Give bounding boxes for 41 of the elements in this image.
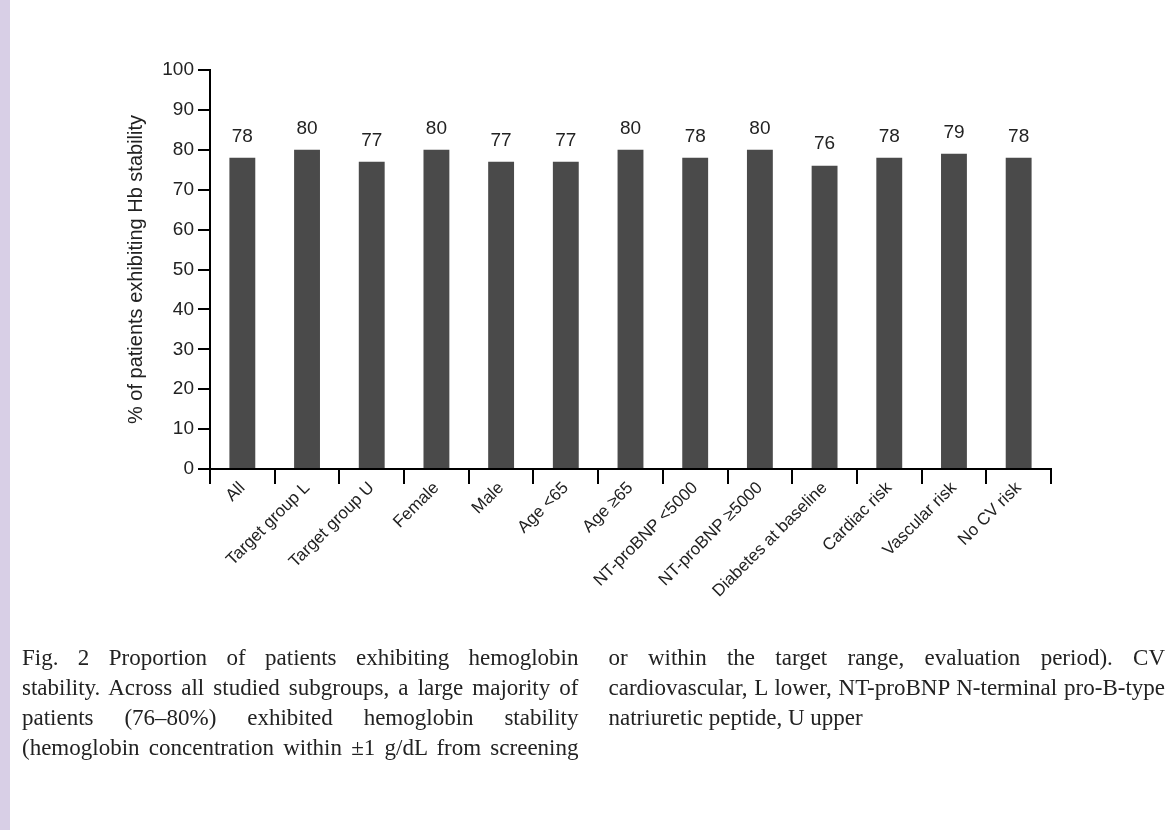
y-tick-label: 90 xyxy=(172,98,194,120)
bar xyxy=(746,149,773,468)
y-tick-label: 60 xyxy=(172,217,194,239)
data-label: 77 xyxy=(490,128,512,150)
data-label: 77 xyxy=(555,128,577,150)
bar xyxy=(682,157,709,468)
data-label: 78 xyxy=(231,124,253,146)
data-label: 80 xyxy=(296,116,318,138)
bar xyxy=(423,149,450,468)
y-tick-label: 20 xyxy=(172,377,194,399)
y-tick-label: 40 xyxy=(172,297,194,319)
bar xyxy=(811,165,838,468)
data-label: 80 xyxy=(749,116,771,138)
data-label: 78 xyxy=(1008,124,1030,146)
data-label: 78 xyxy=(684,124,706,146)
y-tick-label: 10 xyxy=(172,417,194,439)
bar xyxy=(876,157,903,468)
bar xyxy=(488,161,515,468)
bar xyxy=(358,161,385,468)
data-label: 77 xyxy=(361,128,383,150)
y-tick-label: 50 xyxy=(172,257,194,279)
x-tick-label: All xyxy=(221,477,249,505)
data-label: 80 xyxy=(619,116,642,138)
bar xyxy=(552,161,579,468)
data-label: 80 xyxy=(425,116,447,138)
y-tick-label: 100 xyxy=(162,58,194,80)
y-tick-label: 70 xyxy=(172,177,194,199)
bar xyxy=(294,149,320,468)
bar xyxy=(1005,157,1032,468)
y-axis-title: % of patients exhibiting Hb stability xyxy=(123,114,146,425)
bar xyxy=(229,157,256,468)
y-tick-label: 0 xyxy=(183,457,194,479)
text: Fig. 2 Proportion of patients exhibiting hemoglobin stability. Across all studied subgroups, a large majority of patients (76–80%) exhibited hemoglobin stability (hemoglobin concentration within ±1 g/dL from screening or within the target range, evaluation period). CV cardiovascular, L lower, NT-proBNP N-terminal pro-B-type natriuretic peptide, U upper xyxy=(22,645,1165,760)
data-label: 79 xyxy=(943,120,965,142)
data-label: 78 xyxy=(878,124,900,146)
x-tick-label: Age <65 xyxy=(513,477,572,537)
data-label: 76 xyxy=(814,132,836,154)
y-tick-label: 30 xyxy=(172,337,194,359)
y-tick-label: 80 xyxy=(172,138,194,160)
bar xyxy=(941,153,967,468)
bar xyxy=(617,149,644,468)
